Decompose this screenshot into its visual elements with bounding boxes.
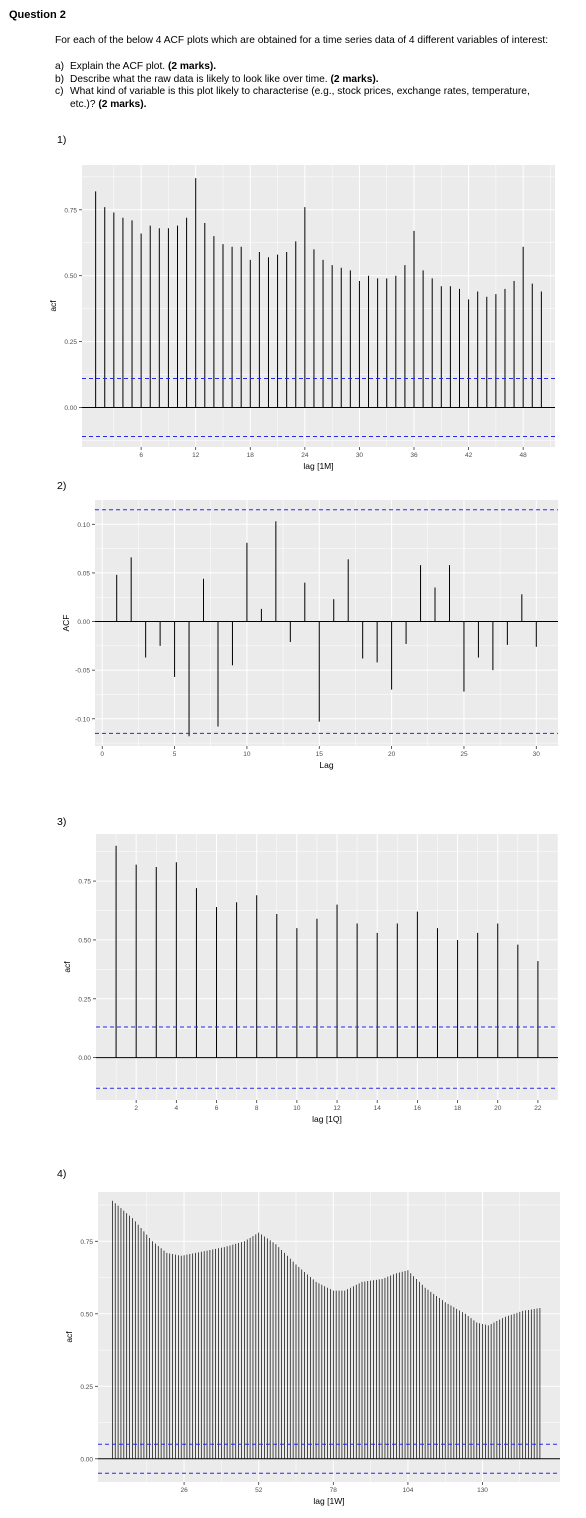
x-tick-label: 20 (494, 1105, 502, 1112)
x-tick-label: 5 (173, 751, 177, 758)
plot-label-3: 3) (57, 816, 67, 828)
x-tick-label: 24 (301, 452, 309, 459)
item-marks: (2 marks). (330, 73, 379, 85)
acf-chart-2: -0.10 -0.05 0.00 0.05 0.10 0 5 10 15 20 25 30 Lag ACF (61, 500, 558, 770)
x-axis-label: lag [1M] (303, 461, 333, 471)
item-marks: (2 marks). (98, 98, 147, 110)
x-tick-label: 20 (388, 751, 396, 758)
item-letter: c) (55, 86, 64, 97)
plot-label-4: 4) (57, 1168, 67, 1180)
x-tick-label: 18 (454, 1105, 462, 1112)
x-axis-label: lag [1W] (313, 1496, 344, 1506)
y-tick-label: 0.50 (64, 273, 77, 280)
item-letter: a) (55, 61, 65, 72)
x-tick-label: 0 (100, 751, 104, 758)
item-text: What kind of variable is this plot likel… (70, 86, 530, 110)
y-tick-label: 0.00 (77, 619, 90, 626)
x-tick-label: 8 (255, 1105, 259, 1112)
x-tick-label: 6 (215, 1105, 219, 1112)
y-tick-label: 0.75 (78, 879, 91, 886)
x-tick-label: 2 (134, 1105, 138, 1112)
acf-chart-1: 0.00 0.25 0.50 0.75 6 12 18 24 30 36 42 48 lag [1M] a… (48, 165, 555, 471)
y-tick-label: 0.10 (77, 522, 90, 529)
x-tick-label: 15 (316, 751, 324, 758)
x-axis-label: Lag (319, 760, 333, 770)
y-axis-label: acf (62, 961, 72, 973)
x-tick-label: 52 (255, 1487, 263, 1494)
plot-panel (95, 500, 558, 746)
x-tick-label: 18 (247, 452, 255, 459)
plot-label-1: 1) (57, 134, 67, 146)
x-axis-label: lag [1Q] (312, 1114, 342, 1124)
y-tick-label: 0.00 (64, 405, 77, 412)
y-tick-label: 0.25 (78, 996, 91, 1003)
y-tick-label: 0.50 (80, 1311, 93, 1318)
x-tick-label: 10 (293, 1105, 301, 1112)
x-tick-label: 12 (333, 1105, 341, 1112)
x-tick-label: 4 (175, 1105, 179, 1112)
x-tick-label: 42 (465, 452, 473, 459)
item-text: Describe what the raw data is likely to … (70, 73, 379, 85)
y-tick-label: 0.75 (80, 1239, 93, 1246)
plot-panel (96, 834, 558, 1100)
y-tick-label: -0.05 (75, 668, 90, 675)
question-intro: For each of the below 4 ACF plots which … (55, 35, 549, 46)
x-tick-label: 30 (533, 751, 541, 758)
x-tick-label: 25 (460, 751, 468, 758)
x-tick-label: 6 (139, 452, 143, 459)
x-tick-label: 104 (402, 1487, 413, 1494)
item-letter: b) (55, 73, 65, 85)
y-tick-label: -0.10 (75, 716, 90, 723)
acf-chart-3: 0.00 0.25 0.50 0.75 2 4 6 8 10 12 14 16 18 20 22 lag [1… (62, 834, 559, 1124)
plot-label-2: 2) (57, 480, 67, 492)
acf-chart-4: 0.00 0.25 0.50 0.75 26 52 78 104 130 lag [1W] acf (64, 1192, 560, 1506)
y-axis-label: acf (48, 300, 58, 312)
y-tick-label: 0.50 (78, 937, 91, 944)
x-tick-label: 48 (520, 452, 528, 459)
x-tick-label: 30 (356, 452, 364, 459)
y-tick-label: 0.05 (77, 570, 90, 577)
y-tick-label: 0.00 (78, 1055, 91, 1062)
x-tick-label: 26 (180, 1487, 188, 1494)
question-title: Question 2 (9, 9, 66, 21)
item-marks: (2 marks). (167, 61, 217, 72)
y-axis-label: ACF (61, 615, 71, 632)
x-tick-label: 10 (243, 751, 251, 758)
item-text: Explain the ACF plot. (2 marks). (70, 61, 217, 72)
y-tick-label: 0.75 (64, 207, 77, 214)
y-axis-label: acf (64, 1331, 74, 1343)
x-tick-label: 130 (477, 1487, 488, 1494)
x-tick-label: 14 (374, 1105, 382, 1112)
y-tick-label: 0.25 (64, 339, 77, 346)
x-tick-label: 16 (414, 1105, 422, 1112)
x-tick-label: 12 (192, 452, 200, 459)
x-tick-label: 36 (410, 452, 418, 459)
y-tick-label: 0.25 (80, 1384, 93, 1391)
plot-panel (82, 165, 555, 447)
y-tick-label: 0.00 (80, 1456, 93, 1463)
x-tick-label: 78 (330, 1487, 338, 1494)
x-tick-label: 22 (534, 1105, 542, 1112)
plot-panel (98, 1192, 560, 1482)
